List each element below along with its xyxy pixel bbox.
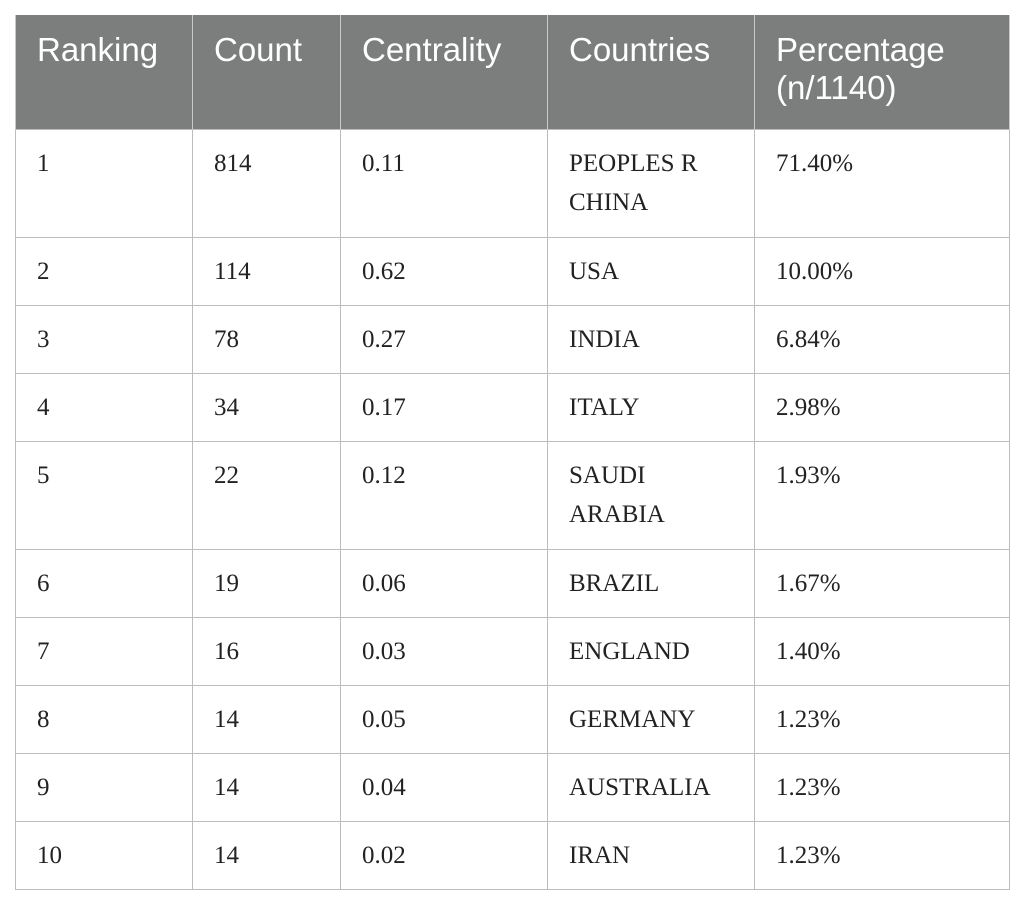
cell-percentage: 1.67%	[754, 548, 1010, 618]
cell-country: IRAN	[547, 820, 755, 890]
header-countries: Countries	[547, 15, 755, 129]
cell-percentage: 71.40%	[754, 128, 1010, 238]
header-row: Ranking Count Centrality Countries Perce…	[15, 15, 1010, 129]
cell-country: ITALY	[547, 372, 755, 442]
cell-ranking: 9	[15, 752, 193, 822]
cell-count: 114	[192, 236, 341, 306]
cell-centrality: 0.11	[340, 128, 548, 238]
cell-country: USA	[547, 236, 755, 306]
table-row: 4 34 0.17 ITALY 2.98%	[15, 372, 1010, 442]
cell-country: SAUDI ARABIA	[547, 440, 755, 550]
cell-percentage: 1.40%	[754, 616, 1010, 686]
table-row: 2 114 0.62 USA 10.00%	[15, 236, 1010, 306]
cell-percentage: 1.23%	[754, 752, 1010, 822]
cell-country: BRAZIL	[547, 548, 755, 618]
cell-count: 14	[192, 820, 341, 890]
header-centrality: Centrality	[340, 15, 548, 129]
cell-centrality: 0.02	[340, 820, 548, 890]
cell-centrality: 0.12	[340, 440, 548, 550]
cell-count: 14	[192, 752, 341, 822]
cell-country: ENGLAND	[547, 616, 755, 686]
cell-count: 14	[192, 684, 341, 754]
table-row: 6 19 0.06 BRAZIL 1.67%	[15, 548, 1010, 618]
cell-ranking: 10	[15, 820, 193, 890]
header-count: Count	[192, 15, 341, 129]
cell-count: 34	[192, 372, 341, 442]
table-row: 1 814 0.11 PEOPLES R CHINA 71.40%	[15, 128, 1010, 238]
cell-ranking: 2	[15, 236, 193, 306]
cell-percentage: 2.98%	[754, 372, 1010, 442]
cell-ranking: 4	[15, 372, 193, 442]
cell-count: 814	[192, 128, 341, 238]
table-row: 8 14 0.05 GERMANY 1.23%	[15, 684, 1010, 754]
cell-centrality: 0.06	[340, 548, 548, 618]
cell-country: INDIA	[547, 304, 755, 374]
cell-country: PEOPLES R CHINA	[547, 128, 755, 238]
cell-count: 16	[192, 616, 341, 686]
cell-centrality: 0.27	[340, 304, 548, 374]
cell-count: 19	[192, 548, 341, 618]
cell-country: AUSTRALIA	[547, 752, 755, 822]
cell-ranking: 3	[15, 304, 193, 374]
cell-percentage: 6.84%	[754, 304, 1010, 374]
table-row: 3 78 0.27 INDIA 6.84%	[15, 304, 1010, 374]
cell-ranking: 5	[15, 440, 193, 550]
cell-ranking: 6	[15, 548, 193, 618]
cell-percentage: 1.23%	[754, 820, 1010, 890]
cell-percentage: 1.93%	[754, 440, 1010, 550]
cell-centrality: 0.62	[340, 236, 548, 306]
cell-percentage: 10.00%	[754, 236, 1010, 306]
cell-count: 78	[192, 304, 341, 374]
cell-percentage: 1.23%	[754, 684, 1010, 754]
table-row: 9 14 0.04 AUSTRALIA 1.23%	[15, 752, 1010, 822]
country-ranking-table: Ranking Count Centrality Countries Perce…	[15, 15, 1010, 890]
cell-ranking: 8	[15, 684, 193, 754]
cell-centrality: 0.17	[340, 372, 548, 442]
cell-count: 22	[192, 440, 341, 550]
table-row: 5 22 0.12 SAUDI ARABIA 1.93%	[15, 440, 1010, 550]
table-row: 7 16 0.03 ENGLAND 1.40%	[15, 616, 1010, 686]
cell-centrality: 0.03	[340, 616, 548, 686]
cell-ranking: 1	[15, 128, 193, 238]
cell-ranking: 7	[15, 616, 193, 686]
table-row: 10 14 0.02 IRAN 1.23%	[15, 820, 1010, 890]
header-percentage: Percentage (n/1140)	[754, 15, 1010, 129]
cell-centrality: 0.04	[340, 752, 548, 822]
header-ranking: Ranking	[15, 15, 193, 129]
cell-country: GERMANY	[547, 684, 755, 754]
cell-centrality: 0.05	[340, 684, 548, 754]
